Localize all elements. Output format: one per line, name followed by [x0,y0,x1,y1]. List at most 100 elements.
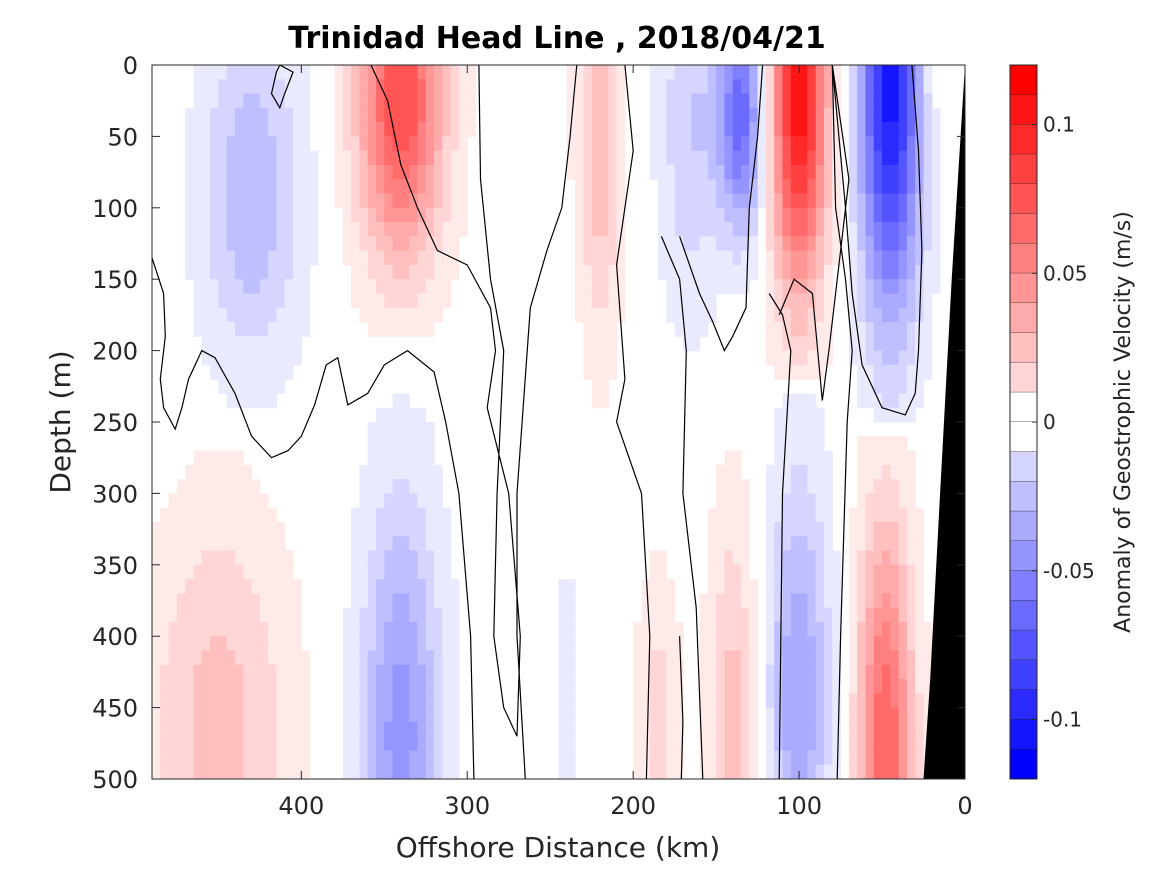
field-cell [782,650,792,666]
field-cell [425,693,435,709]
field-cell [193,650,203,666]
field-cell [284,336,294,352]
field-cell [342,164,352,180]
field-cell [392,407,402,423]
field-cell [442,679,452,694]
field-cell [782,521,792,537]
field-cell [865,293,875,309]
field-cell [392,579,402,594]
field-cell [400,179,410,195]
field-cell [765,607,775,623]
field-cell [434,236,443,252]
field-cell [799,764,808,779]
field-cell [434,307,443,323]
field-cell [724,764,734,779]
field-cell [185,564,195,580]
field-cell [898,736,908,752]
field-cell [400,507,410,523]
field-cell [342,79,352,95]
field-cell [293,122,302,137]
field-cell [923,293,933,309]
zero-contours [152,65,923,779]
field-cell [334,107,344,123]
field-cell [782,65,792,80]
field-cell [591,264,601,280]
field-cell [375,721,385,737]
field-cell [243,664,253,680]
field-cell [882,464,891,480]
field-cell [882,207,891,223]
field-cell [774,222,784,237]
field-cell [210,307,219,323]
field-cell [193,236,203,252]
field-cell [251,593,261,609]
field-cell [458,65,468,80]
field-cell [210,364,219,380]
field-cell [367,264,377,280]
field-cell [375,607,385,623]
field-cell [442,93,452,109]
field-cell [210,679,219,694]
field-cell [641,593,651,609]
field-cell [392,179,402,195]
field-cell [243,350,253,366]
field-cell [815,436,825,452]
field-cell [749,621,759,637]
field-cell [234,593,244,609]
field-cell [765,307,775,323]
field-cell [409,664,419,680]
field-cell [234,93,244,109]
field-cell [873,307,883,323]
field-cell [251,336,261,352]
field-cell [450,621,460,637]
field-cell [185,521,195,537]
field-cell [442,764,452,779]
field-cell [724,222,734,237]
field-cell [375,93,385,109]
field-cell [898,379,908,395]
field-cell [832,593,842,609]
field-cell [724,521,734,537]
field-cell [152,636,161,652]
field-cell [873,364,883,380]
field-cell [848,721,858,737]
field-cell [707,150,717,166]
field-cell [873,179,883,195]
field-cell [658,122,667,137]
field-cell [749,207,759,223]
field-cell [641,650,651,666]
field-cell [915,222,925,237]
field-cell [583,279,593,295]
field-cell [724,593,734,609]
field-cell [931,222,941,237]
field-cell [409,550,419,566]
field-cell [434,264,443,280]
field-cell [857,593,867,609]
field-cell [234,707,244,723]
field-cell [790,736,800,752]
field-cell [425,136,435,152]
field-cell [417,679,427,694]
field-cell [442,122,452,137]
field-cell [782,636,792,652]
colorbar-level [1010,570,1037,601]
field-cell [832,636,842,652]
field-cell [815,550,825,566]
field-cell [243,721,253,737]
colorbar-tick-label: -0.05 [1043,559,1095,583]
field-cell [384,650,394,666]
field-cell [682,179,692,195]
field-cell [359,479,369,494]
field-cell [193,593,203,609]
field-cell [790,336,800,352]
field-cell [284,179,294,195]
field-cell [392,607,402,623]
field-cell [243,279,253,295]
field-cell [857,322,867,337]
field-cell [268,736,278,752]
field-cell [234,564,244,580]
field-cell [400,107,410,123]
field-cell [268,93,278,109]
field-cell [898,707,908,723]
field-cell [898,207,908,223]
